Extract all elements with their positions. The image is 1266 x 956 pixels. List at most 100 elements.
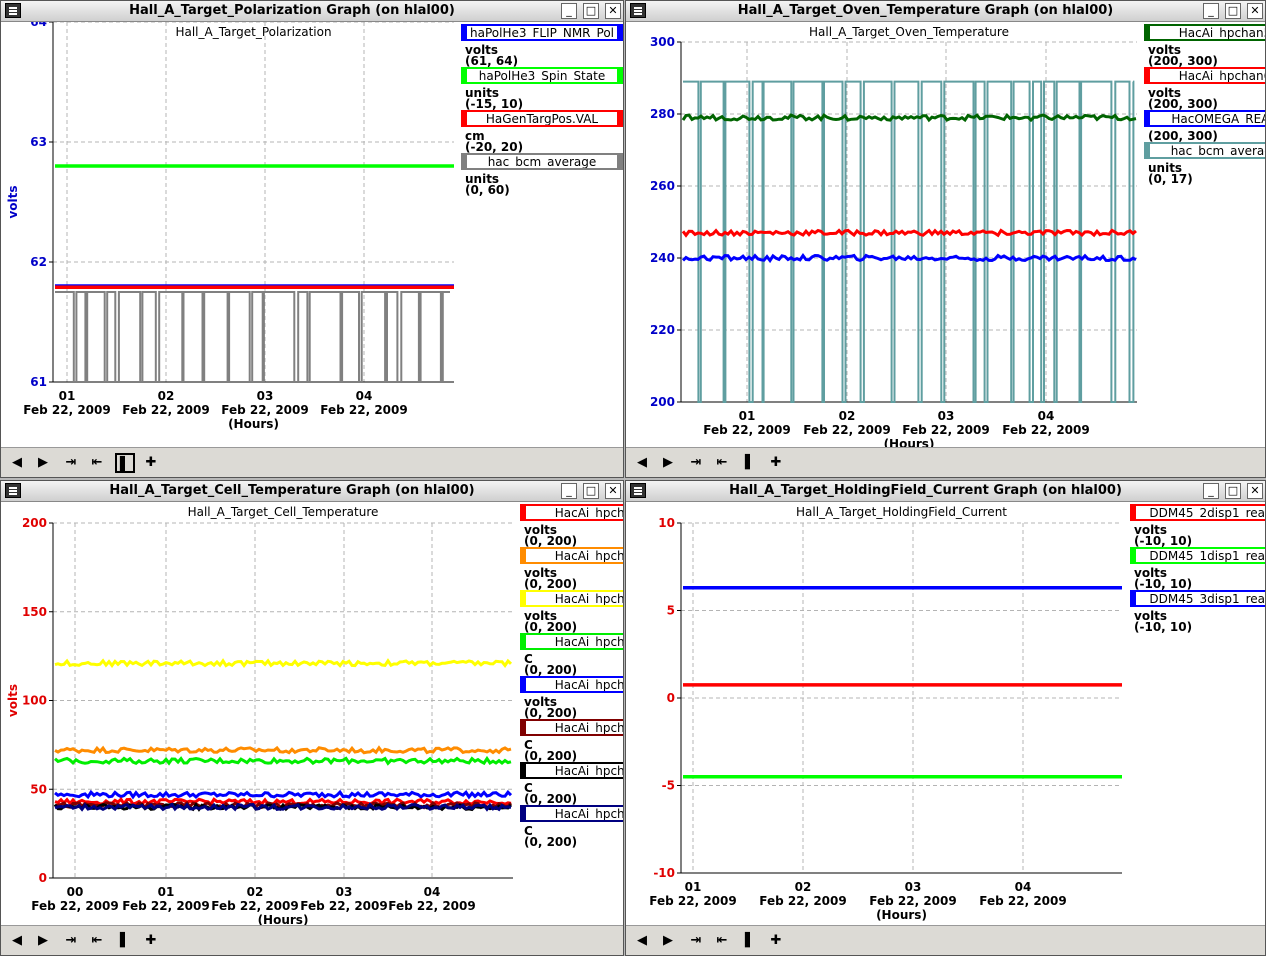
x-axis-unit: (Hours) xyxy=(876,908,927,922)
legend-unit: volts xyxy=(1148,86,1182,100)
legend-range: (0, 200) xyxy=(524,663,578,677)
legend-entry[interactable]: HacAi_hpchan9 xyxy=(520,805,623,822)
plot-area[interactable]: Hall_A_Target_Oven_Temperature 300 280 260 2… xyxy=(626,22,1265,450)
legend-entry[interactable]: haPolHe3_FLIP_NMR_Pol xyxy=(461,24,623,41)
add-icon[interactable]: ✚ xyxy=(145,933,157,948)
arrow-left-icon[interactable]: ◀ xyxy=(637,933,647,948)
window-menu-icon[interactable] xyxy=(5,483,21,498)
legend-unit: C xyxy=(524,738,533,752)
graph-toolbar: ◀ ▶ ⇥ ⇤ ▌ ✚ xyxy=(626,447,1265,477)
legend-unit: units xyxy=(465,172,500,186)
x-tick-label: 01 xyxy=(59,389,76,403)
window-titlebar[interactable]: Hall_A_Target_HoldingField_Current Graph… xyxy=(626,481,1265,502)
y-tick-label: -10 xyxy=(653,866,675,880)
legend-entry[interactable]: HacAi_hpchan0 xyxy=(520,504,623,521)
cell-temperature-graph-window: Hall_A_Target_Cell_Temperature Graph (on… xyxy=(0,480,624,956)
window-menu-icon[interactable] xyxy=(5,3,21,18)
legend-entry[interactable]: HacAi_hpchan5 xyxy=(1144,24,1265,41)
y-tick-label: 260 xyxy=(650,179,675,193)
add-icon[interactable]: ✚ xyxy=(770,933,782,948)
legend-unit: C xyxy=(524,652,533,666)
zoom-in-icon[interactable]: ⇥ xyxy=(690,455,702,470)
legend-entry[interactable]: HacOMEGA_READ xyxy=(1144,110,1265,127)
x-tick-label: 03 xyxy=(257,389,274,403)
x-tick-label: 03 xyxy=(905,880,922,894)
legend-unit: volts xyxy=(1134,609,1168,623)
zoom-out-icon[interactable]: ⇤ xyxy=(716,933,728,948)
close-button[interactable]: ✕ xyxy=(605,483,621,499)
legend-entry[interactable]: HacAi_hpchan6 xyxy=(1144,67,1265,84)
plot-area[interactable]: Hall_A_Target_Polarization 64 63 62 61 01 Feb … xyxy=(1,22,623,450)
legend-range: (-10, 10) xyxy=(1134,534,1193,548)
legend-entry[interactable]: hac_bcm_average xyxy=(461,153,623,170)
arrow-right-icon[interactable]: ▶ xyxy=(663,933,673,948)
legend-entry[interactable]: HacAi_hpchan1 xyxy=(520,547,623,564)
zoom-in-icon[interactable]: ⇥ xyxy=(690,933,702,948)
legend-range: (0, 200) xyxy=(524,534,578,548)
legend-entry[interactable]: hac_bcm_average xyxy=(1144,142,1265,159)
minimize-button[interactable]: _ xyxy=(561,483,577,499)
legend-entry[interactable]: DDM45_3disp1_read xyxy=(1130,590,1265,607)
series-line xyxy=(681,228,1137,238)
close-button[interactable]: ✕ xyxy=(1247,3,1263,19)
legend-entry[interactable]: HaGenTargPos.VAL xyxy=(461,110,623,127)
y-tick-label: 61 xyxy=(30,375,47,389)
x-tick-label: 01 xyxy=(739,409,756,423)
fit-icon[interactable]: ▌ xyxy=(115,453,135,473)
arrow-left-icon[interactable]: ◀ xyxy=(12,455,22,470)
fit-icon[interactable]: ▌ xyxy=(745,455,755,470)
legend-range: (-15, 10) xyxy=(465,97,524,111)
fit-icon[interactable]: ▌ xyxy=(745,933,755,948)
legend-entry[interactable]: HacAi_hpchan2 xyxy=(520,590,623,607)
zoom-out-icon[interactable]: ⇤ xyxy=(716,455,728,470)
maximize-button[interactable]: □ xyxy=(583,3,599,19)
zoom-in-icon[interactable]: ⇥ xyxy=(65,933,77,948)
y-tick-label: 63 xyxy=(30,135,47,149)
zoom-out-icon[interactable]: ⇤ xyxy=(91,455,103,470)
legend-entry[interactable]: HacAi_hpchan8 xyxy=(520,762,623,779)
close-button[interactable]: ✕ xyxy=(605,3,621,19)
minimize-button[interactable]: _ xyxy=(561,3,577,19)
window-titlebar[interactable]: Hall_A_Target_Polarization Graph (on hla… xyxy=(1,1,623,22)
add-icon[interactable]: ✚ xyxy=(145,455,157,470)
fit-icon[interactable]: ▌ xyxy=(120,933,130,948)
zoom-in-icon[interactable]: ⇥ xyxy=(65,455,77,470)
plot-area[interactable]: Hall_A_Target_HoldingField_Current 10 5 0 -5… xyxy=(626,502,1265,928)
window-titlebar[interactable]: Hall_A_Target_Oven_Temperature Graph (on… xyxy=(626,1,1265,22)
zoom-out-icon[interactable]: ⇤ xyxy=(91,933,103,948)
y-tick-label: 62 xyxy=(30,255,47,269)
legend-entry[interactable]: HacAi_hpchan4 xyxy=(520,676,623,693)
plot-area[interactable]: Hall_A_Target_Cell_Temperature 200 150 100 5… xyxy=(1,502,623,928)
arrow-right-icon[interactable]: ▶ xyxy=(663,455,673,470)
y-tick-label: 280 xyxy=(650,107,675,121)
legend-unit: volts xyxy=(1134,566,1168,580)
window-menu-icon[interactable] xyxy=(630,483,646,498)
minimize-button[interactable]: _ xyxy=(1203,483,1219,499)
window-title: Hall_A_Target_Oven_Temperature Graph (on… xyxy=(737,3,1114,18)
minimize-button[interactable]: _ xyxy=(1203,3,1219,19)
maximize-button[interactable]: □ xyxy=(1225,483,1241,499)
x-tick-date: Feb 22, 2009 xyxy=(902,423,989,437)
legend-entry[interactable]: DDM45_1disp1_read xyxy=(1130,547,1265,564)
holding-field-chart: Hall_A_Target_HoldingField_Current 10 5 0 -5… xyxy=(649,505,1122,922)
x-axis-unit: (Hours) xyxy=(884,437,935,450)
legend-entry[interactable]: HacAi_hpchan7 xyxy=(520,719,623,736)
legend-range: (0, 200) xyxy=(524,792,578,806)
legend-entry[interactable]: DDM45_2disp1_read xyxy=(1130,504,1265,521)
window-title: Hall_A_Target_Cell_Temperature Graph (on… xyxy=(109,483,475,498)
add-icon[interactable]: ✚ xyxy=(770,455,782,470)
arrow-right-icon[interactable]: ▶ xyxy=(38,933,48,948)
x-tick-date: Feb 22, 2009 xyxy=(211,899,298,913)
oven-temperature-chart: Hall_A_Target_Oven_Temperature 300 280 260 2… xyxy=(650,25,1137,450)
close-button[interactable]: ✕ xyxy=(1247,483,1263,499)
arrow-left-icon[interactable]: ◀ xyxy=(12,933,22,948)
arrow-left-icon[interactable]: ◀ xyxy=(637,455,647,470)
maximize-button[interactable]: □ xyxy=(583,483,599,499)
legend-entry[interactable]: HacAi_hpchan3 xyxy=(520,633,623,650)
legend-entry[interactable]: haPolHe3_Spin_State xyxy=(461,67,623,84)
window-titlebar[interactable]: Hall_A_Target_Cell_Temperature Graph (on… xyxy=(1,481,623,502)
window-menu-icon[interactable] xyxy=(630,3,646,18)
arrow-right-icon[interactable]: ▶ xyxy=(38,455,48,470)
maximize-button[interactable]: □ xyxy=(1225,3,1241,19)
y-axis-label: volts xyxy=(6,185,20,218)
